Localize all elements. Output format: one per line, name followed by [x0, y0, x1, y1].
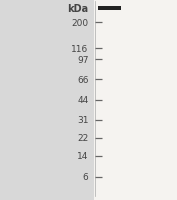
Text: 116: 116	[71, 45, 88, 53]
Text: 97: 97	[77, 56, 88, 64]
Bar	[98, 7, 121, 11]
Text: 66: 66	[77, 76, 88, 84]
Text: 31: 31	[77, 116, 88, 124]
Text: 14: 14	[77, 152, 88, 160]
Text: 44: 44	[77, 96, 88, 104]
Text: 22: 22	[77, 134, 88, 142]
Text: 200: 200	[71, 19, 88, 27]
Text: kDa: kDa	[67, 4, 88, 14]
FancyBboxPatch shape	[94, 0, 177, 200]
Text: 6: 6	[83, 173, 88, 181]
